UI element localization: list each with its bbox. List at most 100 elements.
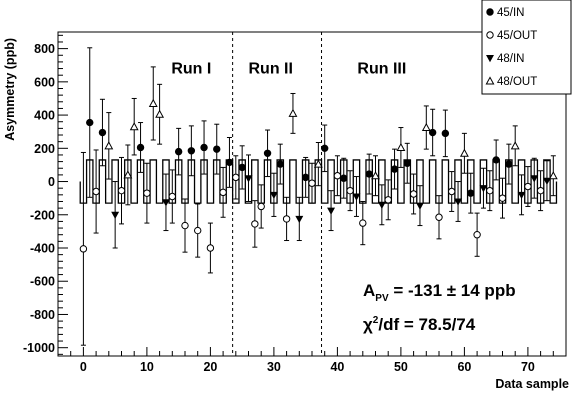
legend-frame — [481, 0, 572, 95]
data-point-45-in — [428, 128, 437, 137]
data-point-48-in — [244, 175, 253, 183]
data-point-48-out — [288, 108, 298, 117]
data-point-45-out — [333, 172, 342, 180]
data-point-48-out — [104, 141, 114, 150]
data-point-45-out — [168, 192, 177, 201]
y-tick-label: -600 — [30, 275, 55, 289]
data-point-45-in — [403, 159, 411, 167]
data-point-48-out — [510, 141, 520, 150]
y-tick-label: 400 — [34, 109, 55, 123]
apv-symbol: A — [363, 281, 375, 300]
data-point-48-in — [269, 191, 278, 200]
x-tick-label: 20 — [203, 360, 217, 374]
data-point-45-in — [390, 165, 399, 173]
x-tick-label: 40 — [330, 360, 344, 374]
data-point-48-in — [454, 198, 463, 206]
data-point-45-in — [174, 147, 183, 156]
data-point-45-in — [225, 158, 234, 167]
x-tick-label: 0 — [80, 360, 87, 374]
y-tick-label: -200 — [30, 208, 55, 222]
data-point-45-in — [276, 160, 284, 168]
data-point-45-out — [257, 202, 265, 211]
data-point-45-in — [200, 143, 208, 152]
data-point-45-out — [117, 186, 126, 195]
y-tick-label: 600 — [34, 75, 55, 89]
data-point-45-in — [321, 144, 329, 153]
apv-value: = -131 ± 14 ppb — [389, 281, 516, 300]
data-point-48-out — [421, 122, 431, 132]
data-point-45-out — [524, 182, 532, 191]
data-point-45-in — [86, 118, 94, 127]
data-point-45-out — [308, 179, 316, 187]
y-tick-label: 0 — [48, 175, 55, 189]
data-point-45-out — [448, 187, 456, 196]
chi2-symbol: χ — [363, 315, 373, 334]
data-point-45-in — [505, 160, 513, 168]
data-point-45-in — [238, 163, 246, 172]
y-tick-label: -400 — [30, 242, 55, 256]
data-point-45-out — [282, 215, 291, 223]
data-point-48-in — [377, 201, 386, 210]
data-point-45-out — [232, 173, 240, 182]
y-tick-label: 200 — [34, 142, 55, 156]
data-point-45-out — [359, 219, 367, 227]
apv-subscript: PV — [375, 293, 389, 304]
legend-marker — [486, 31, 494, 39]
data-point-48-out — [396, 142, 406, 151]
data-point-45-in — [365, 170, 373, 178]
data-point-45-out — [486, 186, 494, 195]
legend-entry: 48/OUT — [497, 76, 537, 88]
data-point-45-in — [492, 156, 500, 164]
data-point-45-in — [263, 149, 272, 157]
chi2-superscript: 2 — [373, 315, 379, 326]
data-point-48-out — [148, 98, 158, 107]
data-point-45-out — [384, 196, 392, 204]
x-tick-label: 50 — [394, 360, 408, 374]
legend-marker — [485, 76, 495, 85]
legend-marker — [486, 55, 494, 63]
data-point-45-in — [98, 128, 107, 137]
data-point-48-in — [111, 211, 120, 219]
data-point-45-out — [473, 231, 481, 239]
data-point-45-out — [435, 213, 443, 221]
data-point-48-in — [415, 202, 424, 210]
data-point-45-in — [213, 145, 221, 153]
data-point-48-in — [352, 193, 361, 201]
data-point-48-out — [129, 122, 139, 131]
data-point-45-out — [181, 221, 189, 230]
data-point-45-out — [194, 226, 202, 235]
data-point-48-out — [459, 148, 469, 157]
data-point-45-out — [219, 188, 227, 197]
data-point-48-in — [295, 215, 304, 224]
data-point-45-out — [79, 245, 88, 253]
legend-marker — [486, 8, 494, 16]
data-point-45-out — [251, 220, 259, 228]
data-point-48-out — [313, 159, 323, 168]
data-point-48-in — [517, 191, 526, 200]
data-point-45-out — [498, 194, 507, 202]
data-point-48-out — [371, 171, 380, 180]
run-label-3: Run III — [357, 61, 406, 78]
data-point-45-out — [536, 186, 545, 195]
x-tick-label: 30 — [267, 360, 281, 374]
data-point-48-in — [542, 177, 551, 185]
y-tick-label: -1000 — [23, 341, 55, 355]
data-point-45-out — [206, 244, 215, 252]
data-point-45-out — [143, 189, 151, 197]
data-point-45-out — [346, 186, 354, 195]
data-point-45-in — [441, 129, 450, 138]
legend-entry: 48/IN — [497, 53, 525, 65]
legend: 45/IN 45/OUT 48/IN 48/OUT — [481, 0, 572, 95]
legend-entry: 45/IN — [497, 7, 525, 19]
data-point-45-in — [301, 173, 310, 182]
x-tick-label: 70 — [521, 360, 535, 374]
data-point-48-in — [530, 175, 539, 183]
x-axis-title: Data sample — [495, 377, 569, 391]
chi2-result: χ2/df = 78.5/74 — [363, 315, 476, 334]
y-tick-label: -800 — [30, 308, 55, 322]
run-label-2: Run II — [249, 61, 293, 78]
x-tick-label: 60 — [457, 360, 471, 374]
stats-box: APV = -131 ± 14 ppb χ2/df = 78.5/74 — [363, 281, 516, 334]
